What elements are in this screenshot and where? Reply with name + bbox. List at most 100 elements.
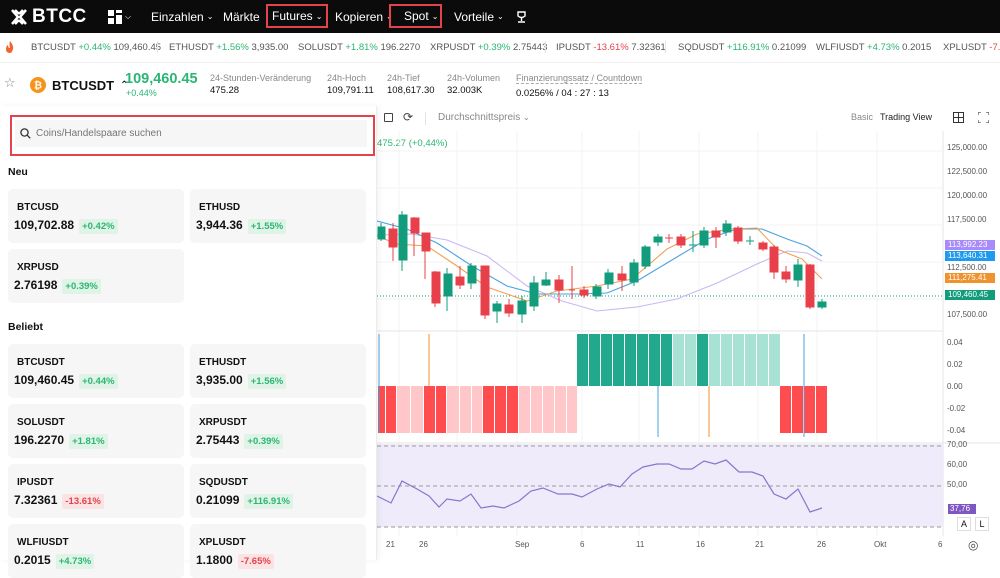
pair-name: BTCUSDT	[52, 77, 115, 93]
pair-card[interactable]: ETHUSD 3,944.36 +1.55%	[190, 189, 366, 243]
nav-markte[interactable]: Märkte	[223, 0, 260, 33]
chevron-down-icon: ⌄	[431, 11, 439, 21]
pair-card[interactable]: WLFIUSDT 0.2015 +4.73%	[8, 524, 184, 578]
pair-card[interactable]: BTCUSD 109,702.88 +0.42%	[8, 189, 184, 243]
price-axis-label: 107,500.00	[947, 310, 988, 319]
nav-spot[interactable]: Spot ⌄	[389, 4, 442, 28]
price-change-pct: +0.44%	[126, 88, 157, 98]
last-price: 109,460.45	[125, 71, 198, 87]
ticker-item[interactable]: XRPUSDT +0.39% 2.75443	[430, 42, 548, 53]
view-tradingview-tab[interactable]: Trading View	[880, 112, 933, 122]
trophy-icon	[517, 10, 526, 23]
ticker-bar: BTCUSDT +0.44% 109,460.45 ETHUSDT +1.56%…	[0, 35, 1000, 60]
ma-label: 113,992.23	[945, 240, 995, 250]
pair-card[interactable]: BTCUSDT 109,460.45 +0.44%	[8, 344, 184, 398]
search-box	[10, 115, 375, 156]
nav-label: Kopieren	[335, 9, 384, 24]
macd-histogram	[378, 334, 827, 437]
section-title-popular: Beliebt	[8, 321, 44, 333]
search-input[interactable]	[36, 128, 336, 139]
price-axis-label: 117,500.00	[947, 215, 987, 224]
section-title-new: Neu	[8, 166, 28, 178]
nav-label: Futures	[272, 9, 313, 23]
nav-vorteile[interactable]: Vorteile ⌄	[454, 0, 504, 33]
chart-canvas[interactable]	[377, 131, 1000, 560]
svg-text:₿: ₿	[34, 80, 42, 92]
pair-card[interactable]: ETHUSDT 3,935.00 +1.56%	[190, 344, 366, 398]
ticker-item[interactable]: SOLUSDT +1.81% 196.2270	[298, 42, 421, 53]
ma-label: 111,275.41	[945, 273, 995, 283]
price-axis-label: 125,000.00	[947, 143, 988, 152]
grid-icon	[108, 9, 122, 24]
chevron-down-icon: ⌄	[315, 11, 323, 21]
pair-header: ☆ ₿ BTCUSDT ⌃ 109,460.45 +0.44% 24-Stund…	[0, 62, 1000, 104]
ma-label: 113,640.31	[945, 251, 995, 261]
nav-kopieren[interactable]: Kopieren ⌄	[335, 0, 393, 33]
macd-axis-label: -0.04	[947, 426, 966, 435]
chart-toolbar: ⟳ Durchschnittspreis ⌄ Basic Trading Vie…	[377, 106, 1000, 131]
stat-24h-high: 24h-Hoch 109,791.11	[327, 73, 374, 96]
ticker-item[interactable]: IPUSDT -13.61% 7.32361	[556, 42, 666, 53]
nav-label: Einzahlen	[151, 9, 204, 24]
rsi-axis-label: 60,00	[947, 460, 968, 469]
apps-menu-button[interactable]: ⌵	[108, 0, 131, 33]
settings-icon[interactable]: ◎	[968, 538, 979, 552]
bitcoin-icon: ₿	[30, 77, 46, 93]
chevron-down-icon: ⌄	[497, 12, 504, 21]
view-basic-tab[interactable]: Basic	[851, 112, 874, 122]
rsi-axis-label: 70,00	[947, 440, 968, 449]
pair-card[interactable]: XPLUSDT 1.1800 -7.65%	[190, 524, 366, 578]
top-navigation: BTCC ⌵ Einzahlen ⌄ Märkte Futures ⌄ Kopier…	[0, 0, 1000, 33]
chart-area[interactable]: ⟳ Durchschnittspreis ⌄ Basic Trading Vie…	[377, 106, 1000, 560]
fire-icon	[6, 41, 14, 53]
nav-futures[interactable]: Futures ⌄	[266, 4, 329, 28]
nav-label: Märkte	[223, 9, 260, 24]
brand-logo[interactable]: BTCC	[10, 6, 87, 28]
pair-card[interactable]: SOLUSDT 196.2270 +1.81%	[8, 404, 184, 458]
star-icon[interactable]: ☆	[4, 75, 16, 90]
ticker-item[interactable]: XPLUSDT -7.65	[943, 42, 1000, 53]
brand-name: BTCC	[32, 5, 87, 27]
pair-selector[interactable]: ₿ BTCUSDT ⌃	[30, 77, 129, 93]
ticker-item[interactable]: WLFIUSDT +4.73% 0.2015	[816, 42, 932, 53]
ticker-item[interactable]: SQDUSDT +116.91% 0.21099	[678, 42, 807, 53]
last-price-label: 109,460.45	[945, 290, 995, 300]
stat-24h-low: 24h-Tief 108,617.30	[387, 73, 435, 96]
price-axis-label: 122,500.00	[947, 167, 988, 176]
ticker-item[interactable]: ETHUSDT +1.56% 3,935.00	[169, 42, 289, 53]
layout-grid-icon[interactable]	[953, 112, 964, 123]
rsi-axis-label: 50,00	[947, 480, 968, 489]
refresh-icon[interactable]: ⟳	[403, 110, 414, 124]
stat-24h-change: 24-Stunden-Veränderung 475.28	[210, 73, 312, 96]
search-icon	[20, 128, 31, 139]
stat-funding-rate[interactable]: Finanzierungssatz / Countdown 0.0256% / 0…	[516, 73, 643, 99]
price-axis-label: 112,500.00	[947, 263, 987, 272]
pair-card[interactable]: XRPUSDT 2.75443 +0.39%	[190, 404, 366, 458]
auto-scale-button[interactable]: A	[957, 517, 971, 531]
ticker-item[interactable]: BTCUSDT +0.44% 109,460.45	[31, 42, 162, 53]
stat-24h-volume: 24h-Volumen 32.003K	[447, 73, 501, 96]
nav-label: Vorteile	[454, 9, 495, 24]
log-scale-button[interactable]: L	[975, 517, 989, 531]
nav-einzahlen[interactable]: Einzahlen ⌄	[151, 0, 213, 33]
chevron-up-icon: ⌃	[120, 79, 129, 91]
rsi-value-label: 37,76	[948, 504, 976, 514]
candles	[377, 211, 827, 323]
macd-axis-label: -0.02	[947, 404, 966, 413]
chevron-down-icon: ⌵	[125, 11, 132, 21]
chevron-down-icon: ⌄	[206, 12, 214, 21]
macd-axis-label: 0.02	[947, 360, 963, 369]
fullscreen-icon[interactable]	[978, 112, 989, 123]
pair-card[interactable]: XRPUSD 2.76198 +0.39%	[8, 249, 184, 303]
pair-card[interactable]: IPUSDT 7.32361 -13.61%	[8, 464, 184, 518]
rewards-icon-button[interactable]	[516, 0, 527, 33]
macd-axis-label: 0.04	[947, 338, 963, 347]
price-type-dropdown[interactable]: Durchschnittspreis ⌄	[438, 112, 530, 123]
price-axis-label: 120,000.00	[947, 191, 988, 200]
rsi-line	[377, 459, 823, 513]
square-icon[interactable]	[384, 113, 393, 122]
nav-label: Spot	[404, 9, 429, 23]
btcc-logo-icon	[11, 8, 27, 25]
pair-card[interactable]: SQDUSDT 0.21099 +116.91%	[190, 464, 366, 518]
